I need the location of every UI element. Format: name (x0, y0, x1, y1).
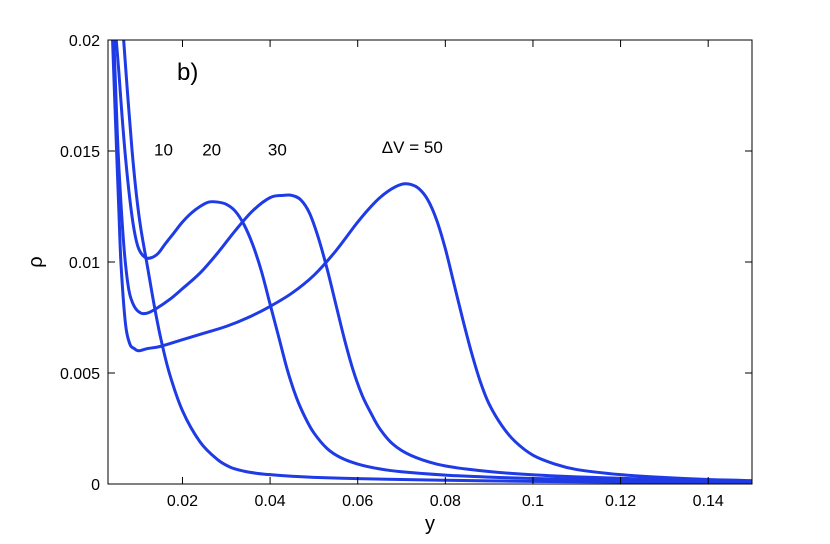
x-axis-label: y (425, 513, 435, 535)
curve-annotation-1: 10 (154, 140, 173, 159)
tick-layer: 0.02 0.04 0.06 0.08 0.1 0.12 0.14 0 0.005 0.01 0.0… (60, 33, 752, 510)
x-tick-label: 0.08 (430, 493, 461, 510)
y-tick-label: 0.015 (60, 144, 100, 161)
x-tick-label: 0.04 (255, 493, 286, 510)
y-axis-label: ρ (25, 256, 47, 267)
y-tick-label: 0.01 (69, 255, 100, 272)
panel-label: b) (177, 59, 198, 86)
y-tick-label: 0 (91, 477, 100, 494)
annotation-layer: 10 20 30 ΔV = 50 (154, 138, 443, 159)
x-tick-label: 0.12 (605, 493, 636, 510)
series-line-1 (122, 40, 752, 484)
x-tick-label: 0.1 (522, 493, 544, 510)
x-tick-label: 0.14 (693, 493, 724, 510)
plot-background (108, 40, 752, 484)
x-tick-label: 0.06 (342, 493, 373, 510)
series-layer (111, 40, 752, 484)
x-tick-label: 0.02 (167, 493, 198, 510)
curve-annotation-4: ΔV = 50 (382, 138, 443, 157)
curve-annotation-2: 20 (202, 140, 221, 159)
y-tick-label: 0.02 (69, 33, 100, 50)
series-line-4 (111, 40, 752, 483)
curve-annotation-3: 30 (268, 140, 287, 159)
y-tick-label: 0.005 (60, 366, 100, 383)
series-line-3 (112, 40, 752, 483)
